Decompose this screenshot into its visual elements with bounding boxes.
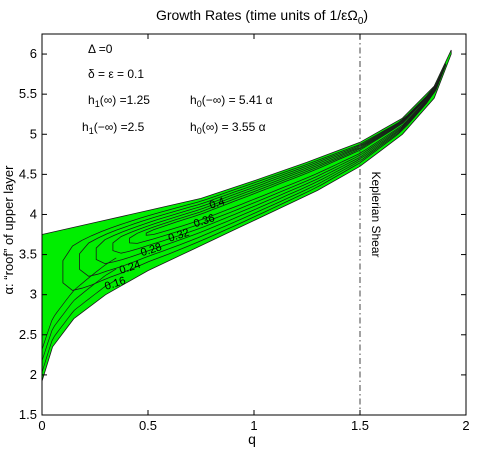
contour-line-0-28 <box>95 69 444 265</box>
y-tick-label: 1.5 <box>19 407 37 422</box>
contour-line-0-4 <box>145 77 441 236</box>
outer-contour-line-2 <box>41 268 117 361</box>
annotation-h0-pos: h0(∞) = 3.55 α <box>190 120 266 136</box>
y-tick-label: 2.5 <box>19 327 37 342</box>
contour-lines <box>41 63 447 373</box>
y-tick-label: 4 <box>30 206 37 221</box>
annotation-h0-neg-rest: (−∞) = 5.41 α <box>202 93 273 107</box>
annotation-h0-neg-sub: 0 <box>197 99 202 109</box>
annotation-delta-eps: δ = ε = 0.1 <box>88 67 144 81</box>
y-tick-label: 4.5 <box>19 166 37 181</box>
outer-contour-line-3 <box>41 257 117 350</box>
chart-title-close: ) <box>363 7 368 23</box>
keplerian-shear-label: Keplerian Shear <box>369 171 383 257</box>
x-tick-label: 2 <box>462 418 469 433</box>
x-axis-label: q <box>248 431 256 447</box>
keplerian-shear-reference: Keplerian Shear <box>359 34 383 415</box>
annotation-h1-neg-sub: 1 <box>89 126 94 136</box>
chart-title: Growth Rates (time units of 1/εΩ0) <box>156 7 368 27</box>
contour-line-0-16 <box>62 63 447 291</box>
annotation-h1-neg-prefix: h <box>82 120 89 134</box>
annotation-delta: Δ =0 <box>88 42 113 56</box>
x-tick-label: 0 <box>38 418 45 433</box>
annotation-h0-neg: h0(−∞) = 5.41 α <box>190 93 273 109</box>
x-tick-label: 0.5 <box>139 418 157 433</box>
unstable-region-fill <box>41 49 452 382</box>
contour-line-0-32 <box>112 72 443 254</box>
annotation-h1-pos-rest: (∞) =1.25 <box>100 93 151 107</box>
unstable-region <box>41 49 452 382</box>
y-tick-label: 3.5 <box>19 247 37 262</box>
y-tick-label: 6 <box>30 46 37 61</box>
contour-label-0-4: 0.4 <box>208 196 226 212</box>
x-tick-label: 1.5 <box>351 418 369 433</box>
x-tick-label: 1 <box>250 418 257 433</box>
chart-title-main: Growth Rates (time units of 1/εΩ <box>156 7 358 23</box>
annotation-h1-neg: h1(−∞) =2.5 <box>82 120 145 136</box>
chart-title-subscript: 0 <box>358 16 364 27</box>
annotation-h1-pos-prefix: h <box>88 93 95 107</box>
annotation-h0-pos-sub: 0 <box>197 126 202 136</box>
annotation-h1-neg-rest: (−∞) =2.5 <box>94 120 145 134</box>
y-axis-label: α: “roof” of upper layer <box>1 165 16 295</box>
outer-contour-line-1 <box>41 279 117 373</box>
annotation-h0-neg-prefix: h <box>190 93 197 107</box>
contour-line-0-24 <box>79 66 445 277</box>
annotation-h1-pos-sub: 1 <box>95 99 100 109</box>
x-axis-ticks: 0 0.5 1 1.5 2 <box>38 34 470 433</box>
annotation-h0-pos-rest: (∞) = 3.55 α <box>202 120 266 134</box>
y-axis-ticks: 1.5 2 2.5 3 3.5 4 4.5 5 5.5 6 <box>19 46 466 422</box>
annotation-h1-pos: h1(∞) =1.25 <box>88 93 150 109</box>
y-tick-label: 3 <box>30 287 37 302</box>
y-tick-label: 5.5 <box>19 86 37 101</box>
annotation-h0-pos-prefix: h <box>190 120 197 134</box>
y-tick-label: 2 <box>30 367 37 382</box>
y-tick-label: 5 <box>30 126 37 141</box>
contour-line-0-36 <box>129 74 442 244</box>
